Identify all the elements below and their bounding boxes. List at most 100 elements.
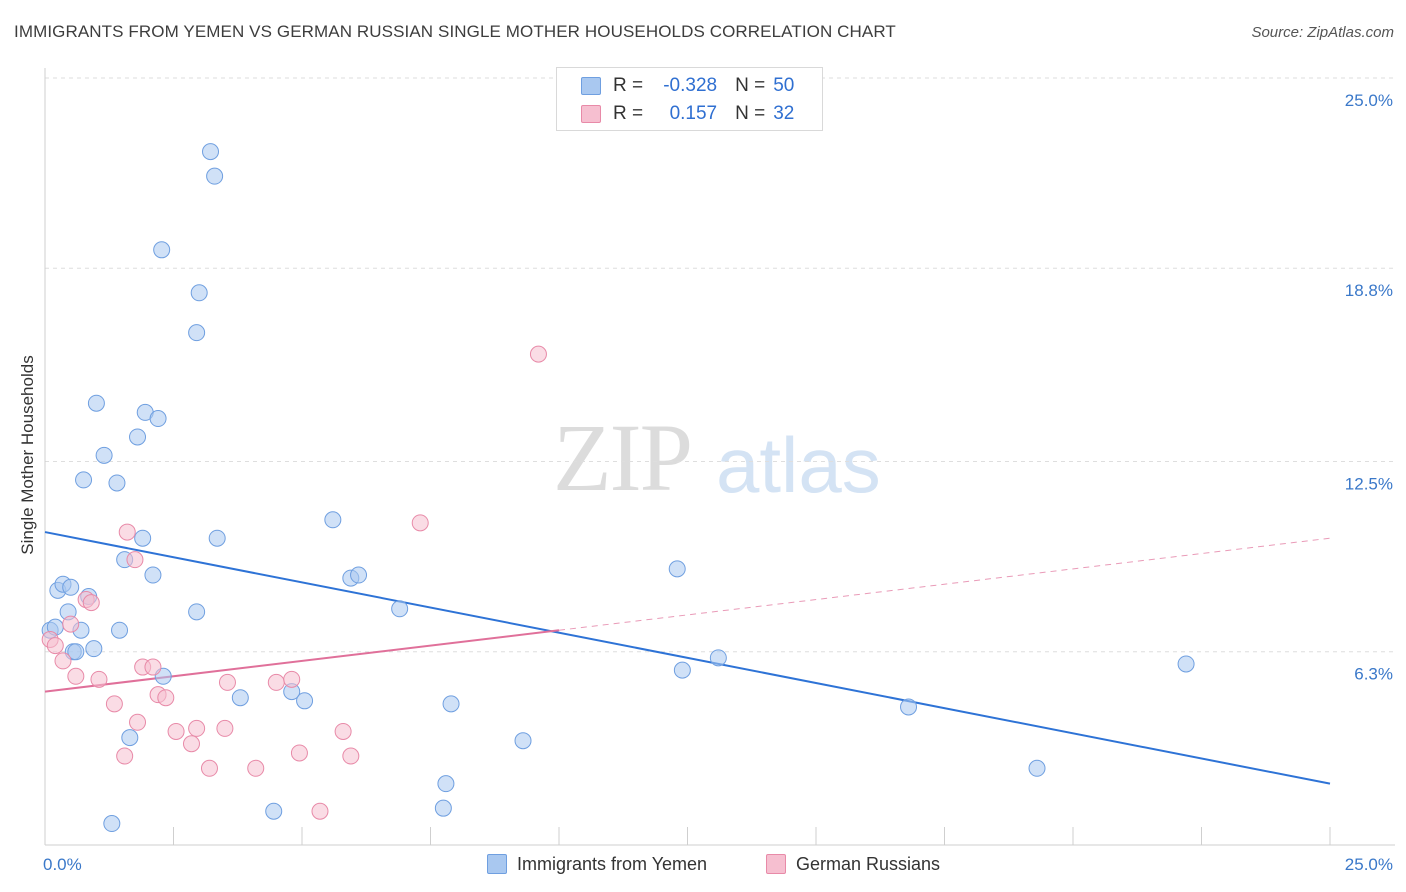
point-yemen <box>188 324 206 342</box>
trend-lines <box>44 531 1331 785</box>
legend-swatch-german-russians <box>581 105 601 123</box>
point-german-russians <box>411 514 429 532</box>
point-yemen <box>265 802 283 820</box>
point-german-russians <box>218 673 236 691</box>
point-german-russians <box>82 594 100 612</box>
point-german-russians <box>311 802 329 820</box>
point-yemen <box>1028 759 1046 777</box>
legend-r-label: R = <box>613 103 644 124</box>
point-yemen <box>1177 655 1195 673</box>
legend-r-label: R = <box>613 75 644 96</box>
legend-r-value: 0.157 <box>669 103 718 124</box>
point-yemen <box>391 600 409 618</box>
legend-n-label: N = <box>735 103 766 124</box>
point-yemen <box>85 640 103 658</box>
axes <box>44 68 1395 846</box>
point-yemen <box>111 621 129 639</box>
legend-n-value: 32 <box>773 103 795 124</box>
point-yemen <box>324 511 342 529</box>
point-yemen <box>188 603 206 621</box>
point-yemen <box>296 692 314 710</box>
point-german-russians <box>167 722 185 740</box>
bottom-legend-german-russians: German Russians <box>766 851 940 877</box>
point-german-russians <box>118 523 136 541</box>
point-yemen <box>202 143 220 161</box>
point-yemen <box>108 474 126 492</box>
legend-n-value: 50 <box>773 75 795 96</box>
bottom-legend-yemen: Immigrants from Yemen <box>487 851 707 877</box>
point-yemen <box>434 799 452 817</box>
legend-r-value: -0.328 <box>663 75 718 96</box>
y-tick-label: 25.0% <box>1345 91 1393 110</box>
tick-labels: 6.3% 12.5% 18.8% 25.0% 0.0% 25.0% <box>43 91 1393 874</box>
bottom-legend-swatch-german-russians <box>766 854 786 874</box>
point-german-russians <box>216 719 234 737</box>
point-german-russians <box>62 615 80 633</box>
trend-line-extension <box>558 537 1331 631</box>
point-yemen <box>62 578 80 596</box>
point-german-russians <box>90 670 108 688</box>
point-german-russians <box>200 759 218 777</box>
point-german-russians <box>529 345 547 363</box>
point-yemen <box>514 732 532 750</box>
point-yemen <box>149 410 167 428</box>
point-german-russians <box>144 658 162 676</box>
point-yemen <box>231 689 249 707</box>
point-german-russians <box>247 759 265 777</box>
grid-lines <box>45 77 1395 653</box>
point-german-russians <box>116 747 134 765</box>
point-yemen <box>208 529 226 547</box>
chart-title: IMMIGRANTS FROM YEMEN VS GERMAN RUSSIAN … <box>14 22 896 41</box>
point-german-russians <box>267 673 285 691</box>
point-yemen <box>67 643 85 661</box>
point-german-russians <box>129 713 147 731</box>
point-german-russians <box>283 670 301 688</box>
point-german-russians <box>157 689 175 707</box>
point-yemen <box>709 649 727 667</box>
legend-row-yemen: R = -0.328 N = 50 <box>581 74 794 98</box>
point-yemen <box>134 529 152 547</box>
point-yemen <box>673 661 691 679</box>
point-yemen <box>129 428 147 446</box>
point-german-russians <box>334 722 352 740</box>
point-german-russians <box>126 551 144 569</box>
point-yemen <box>144 566 162 584</box>
point-yemen <box>350 566 368 584</box>
correlation-legend: R = -0.328 N = 50 R = 0.157 N = 32 <box>556 67 823 131</box>
point-german-russians <box>290 744 308 762</box>
point-german-russians <box>54 652 72 670</box>
data-points <box>41 143 1195 833</box>
trend-line <box>44 629 560 693</box>
bottom-legend-label-german-russians: German Russians <box>796 853 941 874</box>
source-label: Source: ZipAtlas.com <box>1251 24 1394 41</box>
point-german-russians <box>105 695 123 713</box>
y-tick-label: 12.5% <box>1345 475 1393 494</box>
y-tick-label: 18.8% <box>1345 281 1393 300</box>
point-yemen <box>437 775 455 793</box>
point-yemen <box>153 241 171 259</box>
watermark-zip: ZIP <box>553 404 693 511</box>
point-german-russians <box>67 667 85 685</box>
legend-row-german-russians: R = 0.157 N = 32 <box>581 102 794 126</box>
legend-n-label: N = <box>735 75 766 96</box>
point-german-russians <box>342 747 360 765</box>
bottom-legend-label-yemen: Immigrants from Yemen <box>517 853 708 874</box>
point-yemen <box>900 698 918 716</box>
point-yemen <box>87 394 105 412</box>
watermark-atlas: atlas <box>716 421 881 509</box>
point-yemen <box>190 284 208 302</box>
legend-swatch-yemen <box>581 77 601 95</box>
point-yemen <box>668 560 686 578</box>
x-tick-label: 0.0% <box>43 855 82 874</box>
trend-line <box>44 531 1331 785</box>
point-yemen <box>121 729 139 747</box>
point-german-russians <box>182 735 200 753</box>
point-german-russians <box>46 637 64 655</box>
point-yemen <box>95 446 113 464</box>
bottom-legend-swatch-yemen <box>487 854 507 874</box>
point-yemen <box>75 471 93 489</box>
y-tick-label: 6.3% <box>1354 665 1393 684</box>
point-yemen <box>206 167 224 185</box>
point-yemen <box>442 695 460 713</box>
